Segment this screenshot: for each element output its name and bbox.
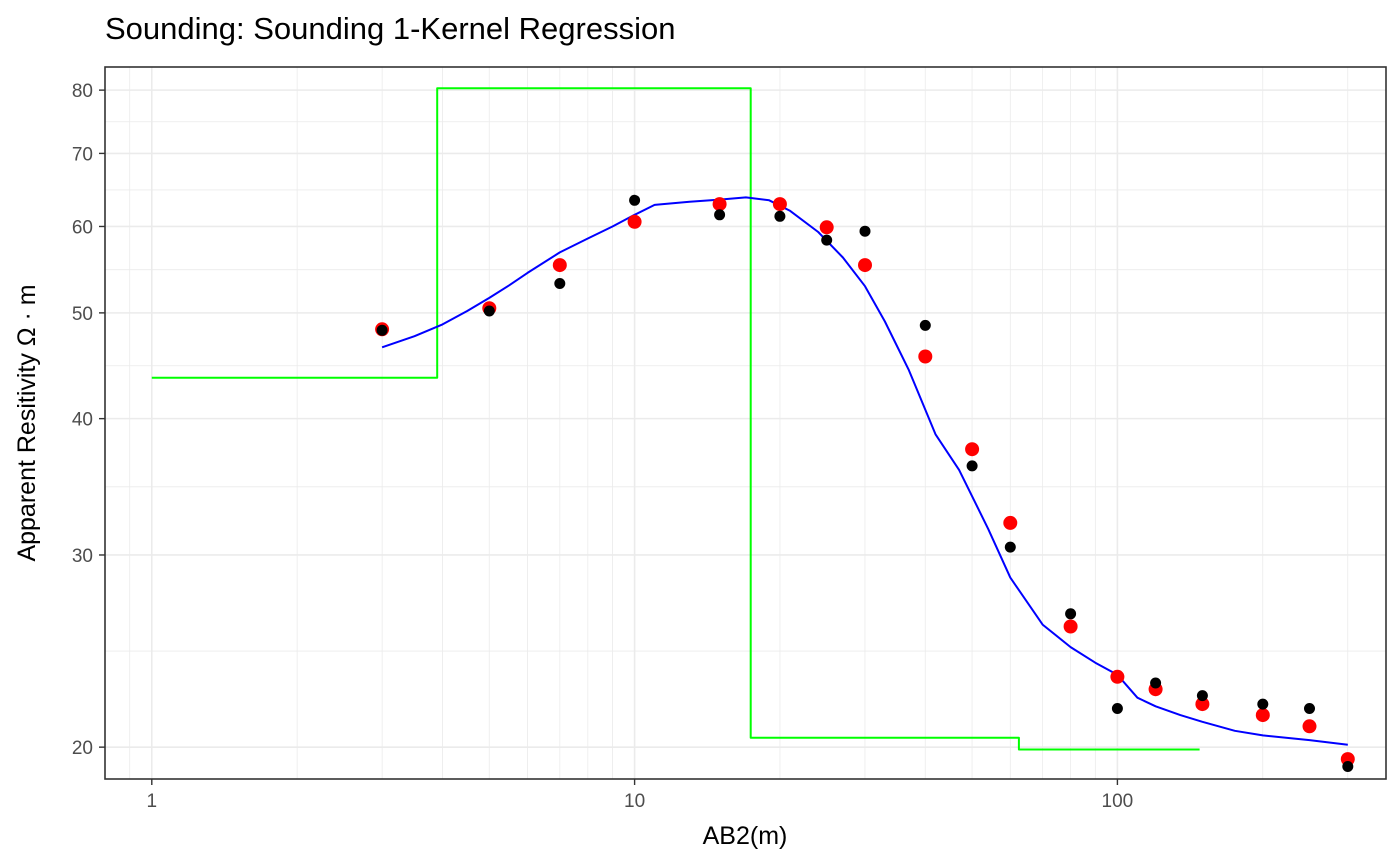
kernel-point	[1003, 515, 1018, 530]
kernel-point	[918, 349, 933, 364]
minor-gridlines	[105, 67, 1386, 779]
layer-model-series	[151, 87, 1200, 751]
observed-point	[966, 460, 978, 472]
kernel-curve-series	[381, 196, 1348, 746]
chart-title: Sounding: Sounding 1-Kernel Regression	[105, 11, 675, 46]
kernel-point	[1110, 669, 1125, 684]
observed-point	[483, 305, 495, 317]
kernel-point	[1063, 619, 1078, 634]
observed-point	[1004, 541, 1016, 553]
observed-points-series	[376, 194, 1354, 772]
observed-point	[821, 234, 833, 246]
kernel-point	[772, 197, 787, 212]
layer-model-line	[151, 87, 1200, 751]
kernel-point	[627, 214, 642, 229]
observed-point	[629, 194, 641, 206]
observed-point	[714, 209, 726, 221]
plot-panel-border	[104, 66, 1387, 780]
y-tick-label: 30	[72, 546, 93, 567]
observed-point	[1257, 698, 1269, 710]
y-axis-title: Apparent Resitivity Ω · m	[13, 284, 41, 561]
observed-point	[1111, 703, 1123, 714]
observed-point	[919, 319, 931, 331]
observed-point	[1304, 703, 1315, 714]
observed-point	[1196, 690, 1208, 702]
x-axis-title: AB2(m)	[703, 822, 788, 850]
observed-point	[554, 278, 566, 289]
kernel-point	[819, 220, 834, 235]
x-tick-label: 1	[147, 791, 158, 812]
x-tick-label: 100	[1102, 791, 1134, 812]
kernel-point	[1255, 708, 1270, 723]
y-tick-label: 80	[72, 81, 93, 102]
observed-point	[1342, 761, 1354, 772]
y-tick-label: 40	[72, 410, 93, 431]
observed-point	[1065, 608, 1077, 620]
y-tick-label: 50	[72, 304, 93, 325]
kernel-point	[1195, 697, 1210, 712]
observed-point	[1150, 677, 1162, 689]
kernel-point	[712, 197, 727, 212]
kernel-point	[965, 442, 980, 457]
y-tick-label: 20	[72, 738, 93, 759]
observed-point	[774, 210, 786, 222]
major-gridlines	[105, 67, 1386, 779]
kernel-curve-line	[381, 196, 1348, 746]
kernel-point	[858, 258, 872, 273]
kernel-point	[1302, 719, 1317, 734]
observed-point	[376, 324, 388, 336]
y-tick-label: 70	[72, 144, 93, 165]
kernel-point	[552, 258, 567, 273]
y-axis-ticks: 20 30 40 50 60 70 80	[72, 81, 105, 759]
x-axis-ticks: 1 10 100	[147, 779, 1134, 812]
x-tick-label: 10	[624, 791, 645, 812]
observed-point	[859, 225, 871, 237]
y-tick-label: 60	[72, 217, 93, 238]
